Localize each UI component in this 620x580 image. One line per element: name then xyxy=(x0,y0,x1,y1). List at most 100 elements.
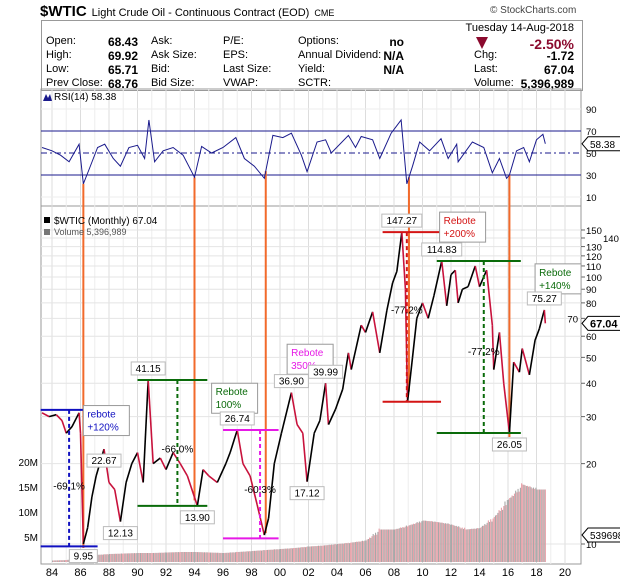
field-div: N/A xyxy=(383,49,404,63)
price-segment xyxy=(364,311,374,333)
rebote-label: Rebote xyxy=(539,268,572,279)
volume-bar xyxy=(455,525,457,562)
volume-bar xyxy=(443,523,445,562)
drawdown-percent: -60.3% xyxy=(244,485,276,496)
volume-bar xyxy=(483,525,485,562)
volume-bar xyxy=(396,528,398,562)
volume-bar xyxy=(160,552,162,562)
volume-bar xyxy=(341,543,343,562)
volume-bar xyxy=(529,486,531,562)
volume-bar xyxy=(174,552,176,562)
volume-bar xyxy=(162,552,164,562)
price-segment xyxy=(131,452,139,464)
volume-bar xyxy=(104,554,106,562)
price-segment xyxy=(82,527,89,545)
volume-bar xyxy=(494,515,497,562)
volume-bar xyxy=(339,543,341,562)
volume-bar xyxy=(531,488,533,562)
volume-bar xyxy=(188,552,190,562)
field-pe-label: P/E: xyxy=(223,35,244,47)
volume-bar xyxy=(278,549,280,562)
price-label-box xyxy=(68,549,98,564)
rsi-last-value-tag xyxy=(581,136,620,152)
volume-bar xyxy=(459,527,461,562)
price-segment xyxy=(474,265,481,287)
price-label: 26.05 xyxy=(497,440,522,451)
volume-bar xyxy=(201,552,203,562)
volume-bar xyxy=(265,550,267,562)
volume-bar xyxy=(117,553,119,562)
volume-bar xyxy=(394,529,396,562)
volume-bar xyxy=(179,552,181,562)
volume-bar xyxy=(516,492,518,562)
volume-bar xyxy=(187,552,189,562)
volume-bar xyxy=(288,548,290,562)
volume-bar xyxy=(417,522,419,562)
volume-bar xyxy=(366,539,368,562)
volume-bar xyxy=(247,551,250,562)
volume-bar xyxy=(309,546,311,562)
volume-bar xyxy=(270,549,272,562)
volume-bar xyxy=(354,542,356,562)
volume-bar xyxy=(192,552,194,562)
volume-bar xyxy=(274,549,276,562)
price-segment xyxy=(147,379,154,464)
volume-bar xyxy=(208,552,210,562)
price-label: 9.95 xyxy=(74,552,94,563)
volume-bar xyxy=(125,553,127,562)
volume-bar xyxy=(151,553,153,562)
volume-bar xyxy=(167,552,169,562)
price-label-box xyxy=(179,510,215,525)
volume-bar xyxy=(264,550,266,562)
volume-bar xyxy=(413,523,415,562)
volume-bar xyxy=(386,529,388,562)
price-segment xyxy=(485,270,494,326)
volume-bar xyxy=(285,548,288,562)
volume-bar xyxy=(310,546,312,562)
price-segment xyxy=(186,475,199,507)
price-segment xyxy=(152,457,161,465)
volume-bar xyxy=(363,541,365,562)
volume-bar xyxy=(176,552,178,562)
volume-bar xyxy=(499,511,501,562)
price-segment xyxy=(136,452,144,483)
price-tick-label: 110 xyxy=(586,262,601,273)
volume-bar xyxy=(477,528,479,562)
volume-bar xyxy=(142,553,144,562)
volume-bar xyxy=(123,553,125,562)
volume-bar xyxy=(255,550,257,562)
rebote-percent: +120% xyxy=(87,423,119,434)
volume-bar xyxy=(358,541,360,562)
price-tick-label: 140 xyxy=(603,234,619,245)
volume-bar xyxy=(154,552,156,562)
volume-bar xyxy=(199,552,201,562)
volume-bar xyxy=(148,553,150,562)
volume-bar xyxy=(320,545,322,562)
volume-bar xyxy=(133,553,136,562)
field-prev: 68.76 xyxy=(107,77,138,91)
volume-bar xyxy=(206,552,208,562)
volume-bar xyxy=(284,548,286,562)
volume-bar xyxy=(52,560,54,562)
volume-bar xyxy=(517,488,519,562)
price-tick-label: 20 xyxy=(586,460,597,471)
volume-bar xyxy=(256,550,258,562)
volume-bar xyxy=(399,527,402,562)
volume-bar xyxy=(166,552,168,562)
volume-bar xyxy=(402,527,404,562)
price-segment xyxy=(273,433,283,464)
volume-bar xyxy=(135,553,137,562)
x-tick-label: 90 xyxy=(131,567,143,579)
price-segment xyxy=(416,302,424,319)
volume-bar xyxy=(107,554,109,562)
price-segment xyxy=(113,489,122,522)
volume-bar xyxy=(164,552,166,562)
price-segment xyxy=(521,348,531,376)
price-segment xyxy=(319,383,327,421)
price-label: 12.13 xyxy=(108,529,133,540)
volume-bar xyxy=(112,553,114,562)
price-panel xyxy=(40,205,582,565)
rsi-icon xyxy=(43,94,52,101)
price-tick-label: 10 xyxy=(586,540,597,551)
